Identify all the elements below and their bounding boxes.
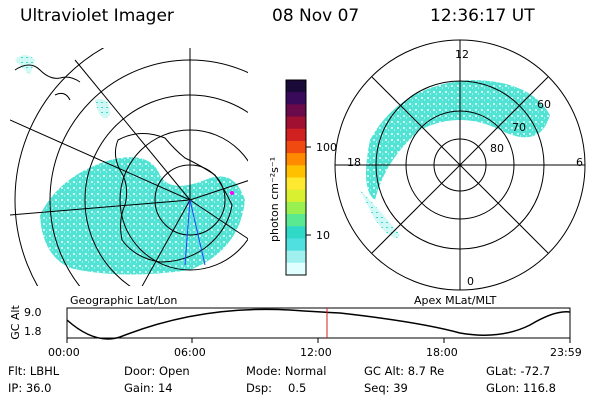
apex-polar-plot bbox=[334, 39, 586, 291]
colorbar-segment bbox=[286, 165, 306, 178]
colorbar-segment bbox=[286, 201, 306, 215]
mlat-label-60: 60 bbox=[537, 98, 551, 111]
date-label: 08 Nov 07 bbox=[272, 6, 360, 26]
colorbar-segment bbox=[286, 226, 306, 239]
right-panel-label: Apex MLat/MLT bbox=[414, 294, 497, 307]
mlt-label-6: 6 bbox=[576, 156, 583, 169]
timeline-xtick-2359: 23:59 bbox=[550, 346, 582, 359]
timeline-xtick-0600: 06:00 bbox=[174, 346, 206, 359]
status-flt: Flt: LBHL bbox=[8, 364, 60, 378]
colorbar-tick-100: 100 bbox=[316, 141, 337, 154]
magnetic-pole-marker bbox=[230, 191, 234, 195]
colorbar-segment bbox=[286, 140, 306, 154]
status-dsp-label: Dsp: bbox=[246, 381, 273, 395]
timeline-ytick-9: 9.0 bbox=[24, 306, 42, 319]
colorbar-segment bbox=[286, 214, 306, 227]
status-seq: Seq: 39 bbox=[364, 381, 408, 395]
colorbar-segment bbox=[286, 189, 306, 203]
status-dsp-value: 0.5 bbox=[288, 381, 307, 395]
mlt-label-0: 0 bbox=[467, 275, 474, 288]
colorbar-frame bbox=[285, 79, 307, 276]
timeline-xtick-1200: 12:00 bbox=[300, 346, 332, 359]
timeline-ytick-1-8: 1.8 bbox=[24, 325, 42, 338]
status-mode: Mode: Normal bbox=[246, 364, 327, 378]
timeline-ylabel: GC Alt bbox=[8, 305, 22, 340]
status-glat: GLat: -72.7 bbox=[486, 364, 551, 378]
left-panel-label: Geographic Lat/Lon bbox=[70, 294, 178, 307]
colorbar-label: photon cm⁻²s⁻¹ bbox=[268, 156, 281, 242]
aurora-emission-left bbox=[40, 157, 245, 275]
altitude-curve bbox=[66, 308, 571, 340]
continent-outline bbox=[114, 133, 233, 263]
colorbar-segment bbox=[286, 262, 306, 276]
mlt-label-12: 12 bbox=[455, 48, 469, 61]
status-gain: Gain: 14 bbox=[124, 381, 173, 395]
time-label: 12:36:17 UT bbox=[430, 6, 535, 26]
colorbar-segment bbox=[286, 92, 306, 105]
timeline-xtick-0000: 00:00 bbox=[48, 346, 80, 359]
mlt-label-18: 18 bbox=[347, 156, 361, 169]
colorbar-segment bbox=[286, 177, 306, 191]
colorbar-segment bbox=[286, 128, 306, 142]
timeline-xtick-1800: 18:00 bbox=[426, 346, 458, 359]
status-ip: IP: 36.0 bbox=[8, 381, 52, 395]
colorbar-segment bbox=[286, 153, 306, 166]
timeline-plot bbox=[66, 307, 571, 343]
colorbar bbox=[285, 79, 311, 276]
instrument-title: Ultraviolet Imager bbox=[20, 6, 174, 26]
status-gc-alt: GC Alt: 8.7 Re bbox=[364, 364, 445, 378]
colorbar-segment bbox=[286, 116, 306, 130]
colorbar-segment bbox=[286, 250, 306, 264]
status-door: Door: Open bbox=[124, 364, 190, 378]
mlat-label-80: 80 bbox=[490, 142, 504, 155]
colorbar-segment bbox=[286, 238, 306, 252]
aurora-emission-right bbox=[366, 80, 550, 200]
colorbar-tick-10: 10 bbox=[316, 229, 330, 242]
colorbar-segment bbox=[286, 80, 306, 93]
colorbar-segment bbox=[286, 104, 306, 118]
status-glon: GLon: 116.8 bbox=[486, 381, 556, 395]
mlat-label-70: 70 bbox=[512, 121, 526, 134]
geographic-map bbox=[10, 48, 248, 286]
